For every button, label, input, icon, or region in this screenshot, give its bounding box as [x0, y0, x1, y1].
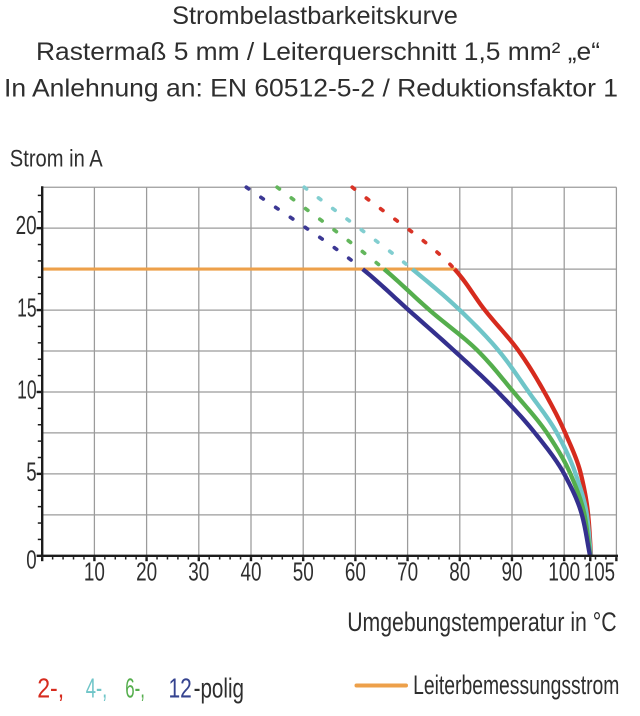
- svg-text:6-,: 6-,: [125, 672, 145, 703]
- svg-text:100: 100: [548, 556, 580, 586]
- svg-text:10: 10: [84, 556, 105, 586]
- svg-text:0: 0: [26, 544, 36, 574]
- svg-text:20: 20: [16, 210, 37, 240]
- svg-text:50: 50: [293, 556, 314, 586]
- svg-text:Rastermaß 5 mm / Leiterquersch: Rastermaß 5 mm / Leiterquerschnitt 1,5 m…: [36, 38, 600, 66]
- svg-text:90: 90: [502, 556, 523, 586]
- svg-text:Umgebungstemperatur in °C: Umgebungstemperatur in °C: [347, 607, 616, 637]
- svg-text:80: 80: [449, 556, 470, 586]
- svg-text:4-,: 4-,: [86, 672, 108, 703]
- svg-text:70: 70: [397, 556, 418, 586]
- svg-text:105: 105: [584, 556, 615, 586]
- svg-text:5: 5: [26, 456, 36, 486]
- svg-text:2-,: 2-,: [37, 672, 64, 703]
- svg-text:-polig: -polig: [194, 672, 244, 703]
- svg-text:20: 20: [136, 556, 157, 586]
- svg-text:12: 12: [169, 672, 192, 703]
- svg-text:30: 30: [188, 556, 209, 586]
- svg-text:60: 60: [345, 556, 366, 586]
- svg-text:Leiterbemessungsstrom: Leiterbemessungsstrom: [413, 670, 619, 700]
- svg-text:In Anlehnung an: EN 60512-5-2: In Anlehnung an: EN 60512-5-2 / Reduktio…: [4, 75, 618, 103]
- svg-text:Strom in A: Strom in A: [10, 146, 103, 173]
- svg-text:Strombelastbarkeitskurve: Strombelastbarkeitskurve: [172, 2, 458, 30]
- svg-text:40: 40: [241, 556, 262, 586]
- svg-text:15: 15: [17, 292, 37, 322]
- svg-text:10: 10: [17, 374, 37, 404]
